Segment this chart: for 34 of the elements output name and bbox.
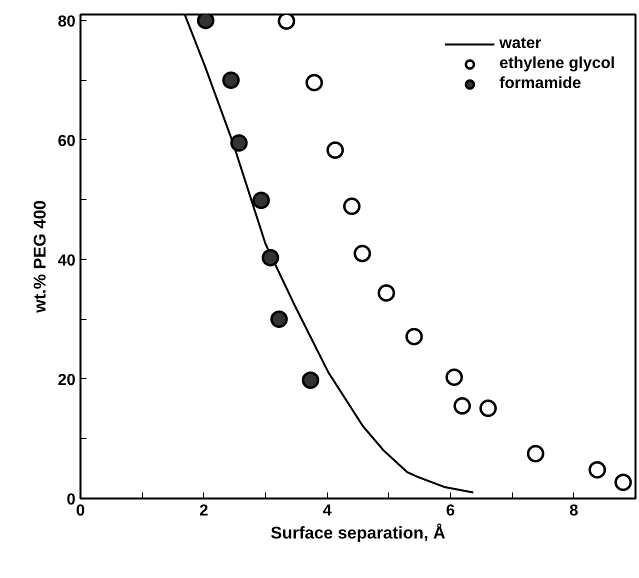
point [343,198,361,216]
point [453,397,471,415]
y-axis-title: wt.% PEG 400 [30,200,50,314]
point [230,134,248,152]
y-tick-label: 0 [66,492,76,508]
x-axis-title: Surface separation, Å [270,524,446,542]
legend-label: water [499,35,542,53]
point [262,248,280,266]
point [270,310,288,328]
x-tick-label: 8 [569,502,578,520]
legend-label: formamide [499,75,582,93]
x-tick-label: 4 [322,502,332,520]
point [278,14,296,30]
point [305,74,323,92]
point [588,461,606,479]
point [196,14,214,30]
point [354,244,372,262]
x-tick-label: 6 [446,502,456,520]
legend-label: ethylene glycol [499,55,615,73]
point [405,328,423,346]
point [252,192,270,210]
point [526,444,544,462]
y-tick-label: 60 [58,132,76,150]
point [479,400,497,418]
point [445,368,463,386]
x-tick-label: 2 [199,502,208,520]
point [378,284,396,302]
y-tick-label: 80 [58,13,76,30]
y-tick-label: 40 [58,252,76,270]
point [302,371,320,389]
y-tick-label: 20 [58,372,76,389]
point [614,474,632,492]
point [326,141,344,159]
point [222,71,240,89]
